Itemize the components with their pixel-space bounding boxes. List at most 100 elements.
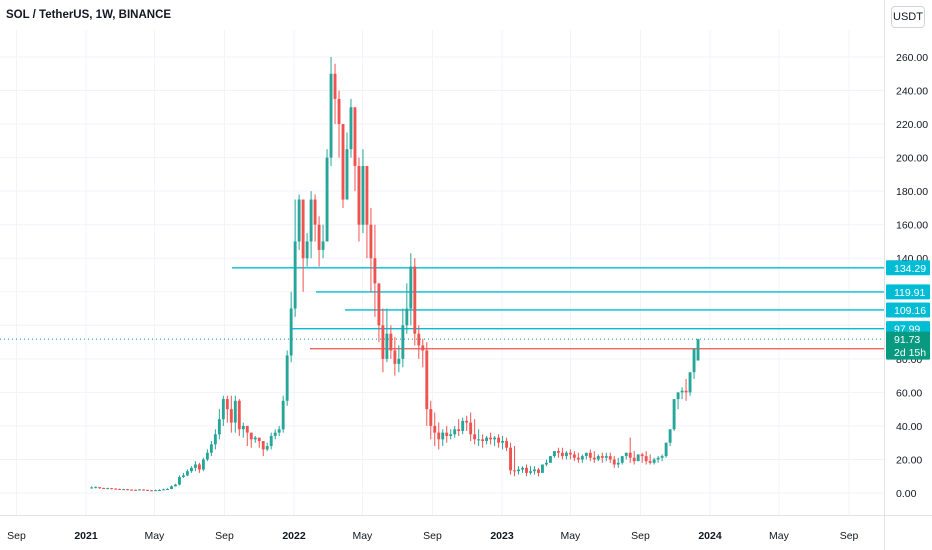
candle-body <box>305 241 309 259</box>
candle-body <box>122 489 126 491</box>
candle-body <box>361 166 365 225</box>
candle-body <box>166 488 169 490</box>
candle-body <box>142 489 145 491</box>
x-tick-label: 2022 <box>282 530 306 542</box>
candle-body <box>509 447 512 471</box>
candle-body <box>672 399 676 430</box>
candle-body <box>245 425 249 433</box>
candle-body <box>513 470 516 472</box>
candle-body <box>429 409 433 426</box>
candle-body <box>640 454 644 457</box>
candle-body <box>688 372 692 393</box>
candle-body <box>325 157 329 242</box>
candle-body <box>564 452 568 457</box>
candle-body <box>373 258 377 284</box>
candle-body <box>265 446 269 450</box>
candle-body <box>401 325 405 359</box>
candle-body <box>353 107 357 166</box>
candle-body <box>632 457 636 462</box>
candle-body <box>90 487 94 489</box>
candle-body <box>541 464 544 473</box>
candle-body <box>545 462 548 465</box>
candle-body <box>261 441 265 450</box>
candle-body <box>277 429 281 433</box>
y-tick-label: 180.00 <box>896 186 928 198</box>
candle-body <box>600 456 604 458</box>
candle-body <box>281 400 285 430</box>
level-price-label-bg <box>886 302 930 318</box>
candle-body <box>433 425 437 433</box>
candle-body <box>664 442 668 457</box>
candle-body <box>393 350 397 364</box>
candle-body <box>497 437 501 443</box>
candle-body <box>309 199 313 242</box>
candle-body <box>130 489 134 491</box>
level-price-label: 134.29 <box>894 263 926 275</box>
candle-body <box>517 469 520 472</box>
candle-body <box>357 166 361 225</box>
candle-body <box>521 467 524 470</box>
candle-body <box>134 489 138 491</box>
x-tick-label: May <box>560 530 581 542</box>
candle-body <box>146 489 149 491</box>
candle-body <box>249 432 253 440</box>
x-tick-label: May <box>769 530 790 542</box>
y-tick-label: 60.00 <box>896 387 922 399</box>
candle-body <box>118 488 122 490</box>
candle-body <box>317 224 321 250</box>
x-tick-label: Sep <box>423 530 442 542</box>
candle-body <box>596 456 600 460</box>
y-tick-label: 0.00 <box>896 488 917 500</box>
candle-body <box>465 420 469 423</box>
candle-body <box>425 350 429 410</box>
candle-body <box>98 487 102 489</box>
candle-body <box>417 333 421 346</box>
candle-body <box>162 489 165 491</box>
candle-body <box>604 456 608 458</box>
candle-body <box>321 241 325 250</box>
candle-body <box>102 487 106 489</box>
candle-body <box>170 486 173 489</box>
candle-body <box>182 475 185 478</box>
candle-body <box>592 457 596 460</box>
candle-body <box>588 452 592 458</box>
candle-body <box>385 333 389 359</box>
candle-body <box>533 469 536 472</box>
candle-body <box>576 457 580 460</box>
candle-body <box>560 452 564 457</box>
candle-body <box>110 488 114 490</box>
candle-body <box>668 429 672 443</box>
x-tick-label: Sep <box>840 530 859 542</box>
candle-body <box>313 199 317 225</box>
candle-body <box>381 325 385 359</box>
y-tick-label: 20.00 <box>896 454 922 466</box>
x-tick-label: May <box>144 530 165 542</box>
candle-body <box>369 224 373 259</box>
currency-button[interactable]: USDT <box>891 6 925 28</box>
candle-body <box>178 477 181 485</box>
candle-body <box>409 266 413 309</box>
candle-body <box>301 199 305 259</box>
candle-body <box>580 456 584 460</box>
candle-body <box>437 432 441 440</box>
candle-body <box>529 471 532 473</box>
candle-body <box>213 434 217 445</box>
candle-body <box>525 467 528 473</box>
candle-body <box>253 437 257 440</box>
x-tick-label: May <box>352 530 373 542</box>
candle-body <box>106 488 110 490</box>
candle-body <box>221 399 225 420</box>
candle-body <box>684 390 688 393</box>
candle-body <box>680 390 684 393</box>
candle-body <box>405 308 409 326</box>
candle-body <box>285 355 289 401</box>
candle-body <box>552 451 556 457</box>
candle-body <box>568 452 572 455</box>
candle-body <box>150 490 153 492</box>
candle-body <box>114 488 118 490</box>
candle-body <box>333 73 337 99</box>
time-axis: Sep 2021 May Sep 2022 May Sep 2023 May Sep 2024 May… <box>7 530 858 542</box>
